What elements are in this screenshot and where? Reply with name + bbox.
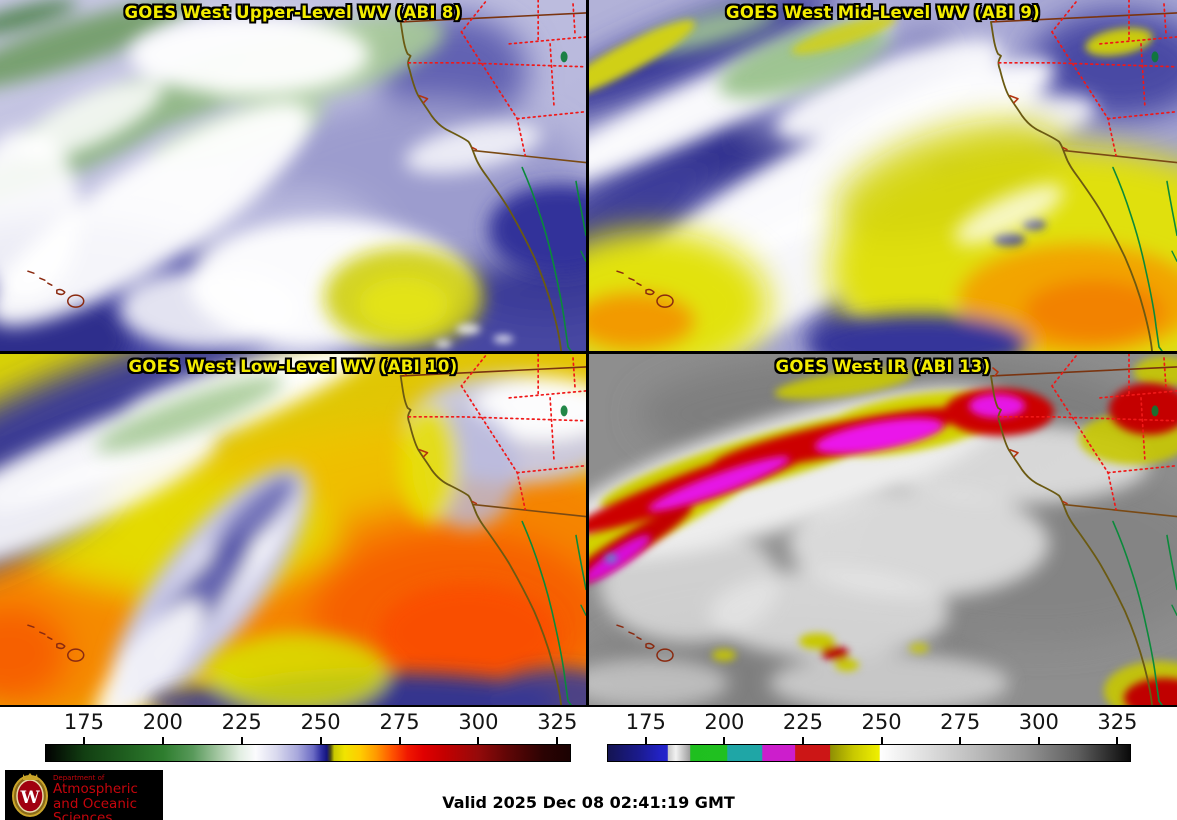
satellite-image-abi8: [0, 0, 586, 351]
uw-crest-icon: W: [12, 773, 48, 817]
logo-name-line1: Atmospheric: [53, 781, 138, 798]
satellite-image-abi10: [0, 354, 586, 705]
tick-label: 250: [300, 710, 341, 734]
panel-mid-level-wv: GOES West Mid-Level WV (ABI 9): [589, 0, 1177, 351]
colorbar-wv-ticks: [45, 737, 571, 744]
tick-label: 300: [458, 710, 499, 734]
satellite-image-abi13: [589, 354, 1177, 705]
colorbar-ir: 175 200 225 250 275 300 325: [607, 710, 1138, 766]
panel-title-abi13: GOES West IR (ABI 13): [775, 357, 991, 376]
tick-label: 225: [782, 710, 824, 734]
logo-name-line2: and Oceanic Sciences: [53, 795, 138, 820]
valid-timestamp: Valid 2025 Dec 08 02:41:19 GMT: [442, 793, 735, 812]
svg-text:W: W: [19, 788, 40, 808]
colorbar-wv: 175 200 225 250 275 300 325: [45, 710, 577, 766]
panel-low-level-wv: GOES West Low-Level WV (ABI 10): [0, 354, 586, 705]
tick-label: 300: [1018, 710, 1059, 734]
tick-label: 275: [379, 710, 420, 734]
panel-title-abi9: GOES West Mid-Level WV (ABI 9): [725, 3, 1041, 22]
panel-title-abi10: GOES West Low-Level WV (ABI 10): [128, 357, 458, 376]
tick-label: 175: [63, 710, 104, 734]
tick-label: 325: [1097, 710, 1138, 734]
panel-ir: GOES West IR (ABI 13): [589, 354, 1177, 705]
tick-label: 325: [537, 710, 578, 734]
satellite-image-abi9: [589, 0, 1177, 351]
tick-label: 175: [625, 710, 666, 734]
colorbar-wv-tick-labels: 175 200 225 250 275 300 325: [45, 710, 577, 734]
uw-aos-logo-text: Department of Atmospheric and Oceanic Sc…: [53, 774, 163, 820]
colorbar-ir-gradient: [607, 744, 1131, 762]
colorbar-ir-ticks: [607, 737, 1131, 744]
imagery-grid: GOES West Upper-Level WV (ABI 8): [0, 0, 1177, 707]
colorbar-ir-tick-labels: 175 200 225 250 275 300 325: [607, 710, 1138, 734]
tick-label: 250: [861, 710, 902, 734]
uw-aos-logo: W Department of Atmospheric and Oceanic …: [5, 770, 163, 820]
colorbar-wv-gradient: [45, 744, 571, 762]
panel-upper-level-wv: GOES West Upper-Level WV (ABI 8): [0, 0, 586, 351]
tick-label: 225: [221, 710, 262, 734]
tick-label: 200: [142, 710, 183, 734]
logo-dept-line: Department of: [53, 774, 105, 782]
panel-title-abi8: GOES West Upper-Level WV (ABI 8): [124, 3, 462, 22]
tick-label: 200: [704, 710, 745, 734]
tick-label: 275: [940, 710, 981, 734]
